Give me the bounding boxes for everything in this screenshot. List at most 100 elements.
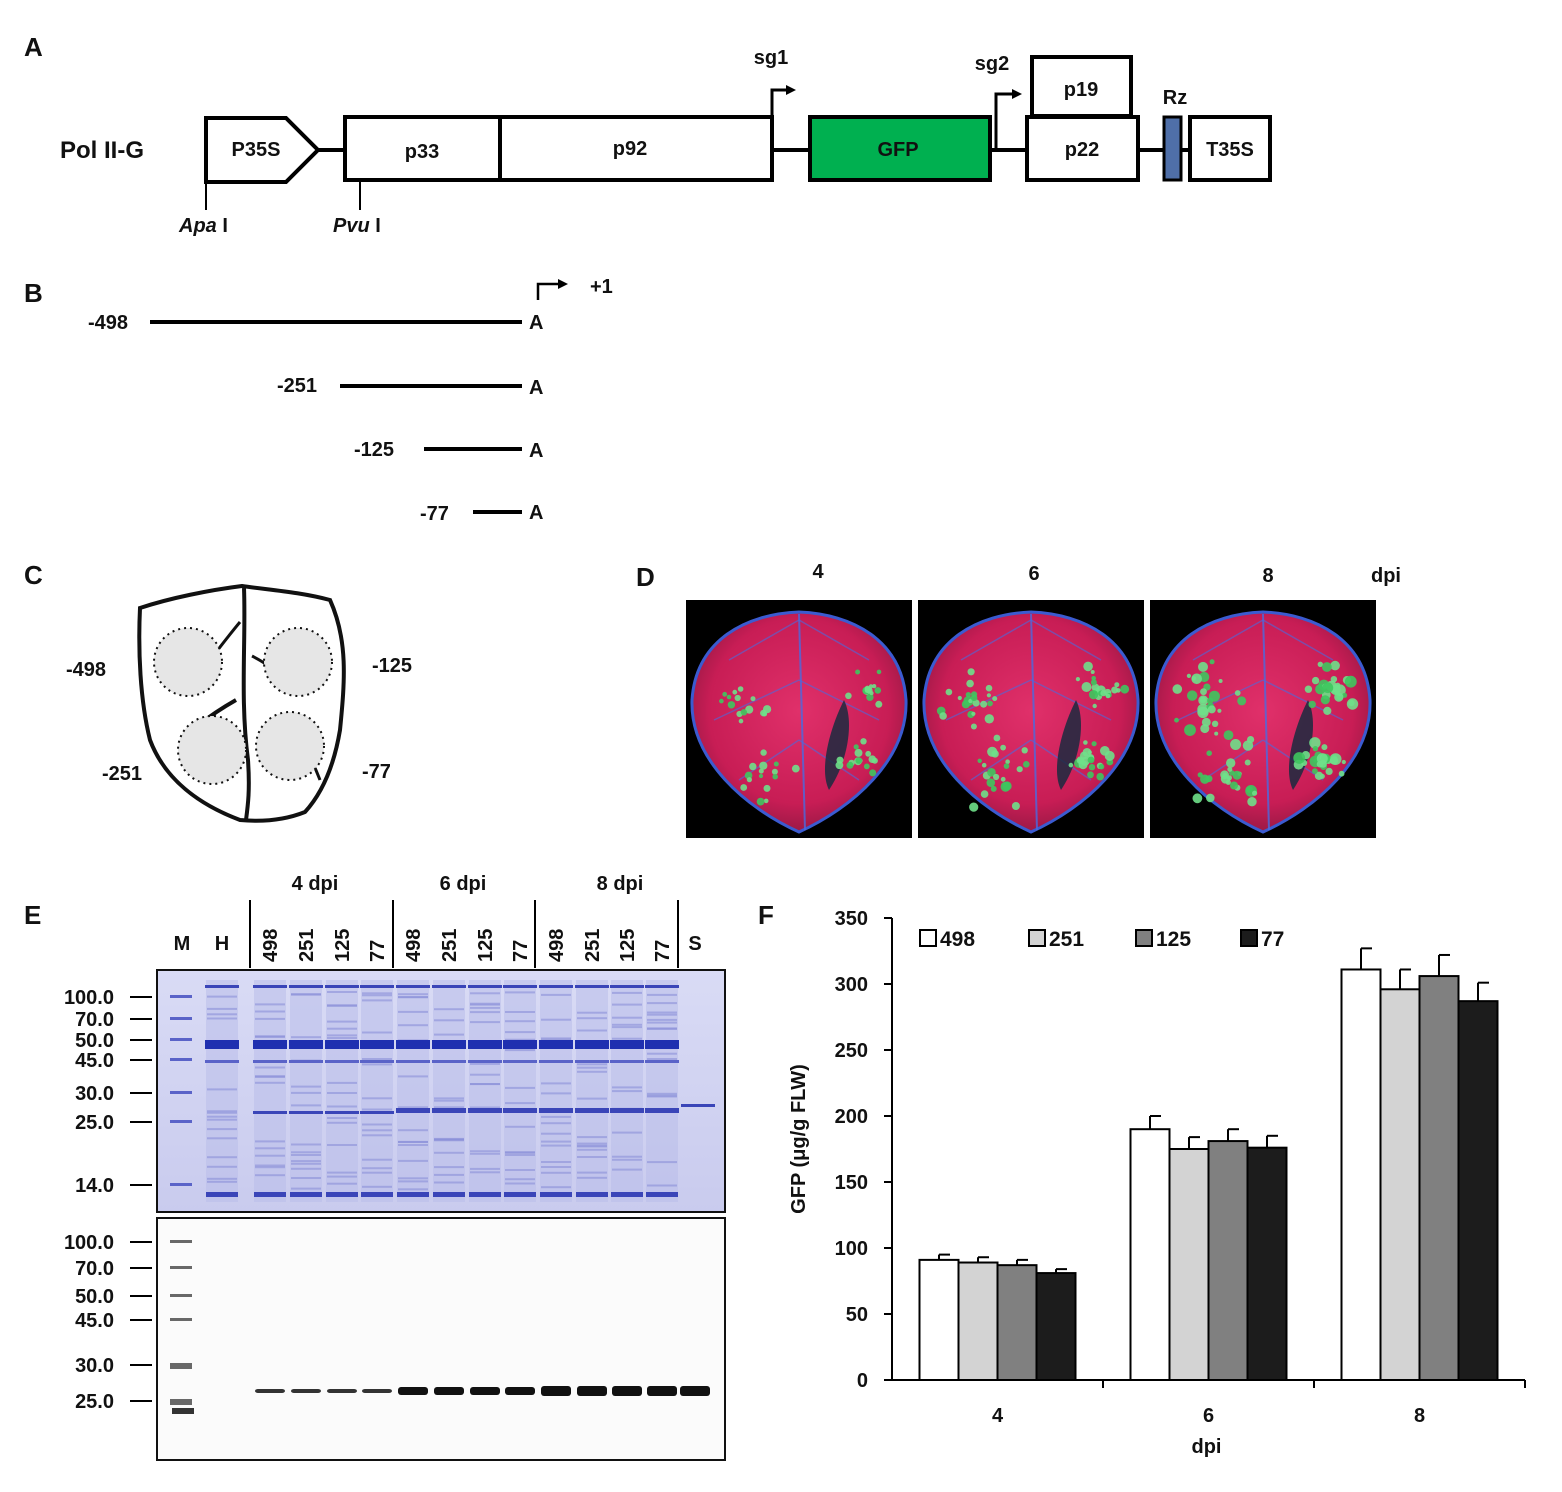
coomassie-gel: 100.070.050.045.0 30.0 25.0 14.0 xyxy=(64,969,726,1213)
panel-letter-c: C xyxy=(24,560,43,590)
blot-band xyxy=(470,1387,500,1395)
deletion-251: -251 A xyxy=(277,375,543,399)
promoter-label: sg2 xyxy=(975,53,1009,75)
deletion-label: -125 xyxy=(354,439,394,461)
legend-swatch xyxy=(1240,929,1258,947)
x-tick-label: 8 xyxy=(1414,1405,1425,1427)
gel-lane xyxy=(325,980,359,1202)
segment-label: p33 xyxy=(405,141,439,163)
legend-swatch xyxy=(919,929,937,947)
start-label: +1 xyxy=(590,276,613,298)
panel-letter-f: F xyxy=(758,900,774,930)
segment-label: P35S xyxy=(232,139,281,161)
marker-label: 70.0 xyxy=(75,1009,114,1031)
gel-lane xyxy=(575,980,609,1202)
x-tick-label: 4 xyxy=(992,1405,1004,1427)
marker-label: 50.0 xyxy=(75,1286,114,1308)
gel-lane xyxy=(610,980,644,1202)
panel-a: A Pol II-G P35S p33 p92 GFP p22 p19 xyxy=(24,32,1272,237)
marker-lane xyxy=(170,1240,194,1414)
deletion-end: A xyxy=(529,502,543,524)
segment-label: p19 xyxy=(1064,79,1098,101)
panel-e: E 4 dpi 6 dpi 8 dpi M H 498 251 125 77 498 251 1… xyxy=(24,873,726,1461)
lane-label: 498 xyxy=(546,929,568,962)
y-tick-label: 150 xyxy=(835,1172,868,1194)
panel-letter-d: D xyxy=(636,562,655,592)
blot-band xyxy=(398,1387,428,1395)
legend-item: 125 xyxy=(1135,928,1191,951)
marker-label: 45.0 xyxy=(75,1310,114,1332)
y-tick-label: 0 xyxy=(857,1370,868,1392)
marker-label: 30.0 xyxy=(75,1083,114,1105)
group-label: 6 dpi xyxy=(440,873,487,895)
leaf-photo xyxy=(686,600,912,838)
bar xyxy=(1379,988,1421,1382)
leaf-photo xyxy=(1150,600,1376,838)
marker-label: 25.0 xyxy=(75,1391,114,1413)
blot-band xyxy=(577,1386,607,1396)
marker-label: 25.0 xyxy=(75,1112,114,1134)
segment-label: GFP xyxy=(877,139,918,161)
blot-band xyxy=(647,1386,677,1396)
gel-lane xyxy=(645,980,679,1202)
gel-lane xyxy=(503,980,537,1202)
legend-label: 125 xyxy=(1156,928,1191,951)
legend-label: 251 xyxy=(1049,928,1084,951)
bar xyxy=(1418,975,1460,1382)
blot-band xyxy=(291,1389,321,1393)
infiltration-spot xyxy=(263,627,333,697)
lane-label: 77 xyxy=(652,940,674,962)
gel-lane xyxy=(289,980,323,1202)
promoter-sg1-arrow: sg1 xyxy=(754,47,796,130)
legend-label: 498 xyxy=(940,928,975,951)
segment-label: Rz xyxy=(1163,87,1187,109)
blot-band xyxy=(362,1389,392,1393)
marker-label: 45.0 xyxy=(75,1050,114,1072)
gel-lane xyxy=(253,980,287,1202)
gel-lane xyxy=(396,980,430,1202)
lane-label: M xyxy=(174,933,191,955)
marker-label: 100.0 xyxy=(64,1232,114,1254)
segment-p22: p22 xyxy=(1025,115,1140,182)
group-label: 4 dpi xyxy=(292,873,339,895)
lane-labels: M H 498 251 125 77 498 251 125 77 498 251 125 77 S xyxy=(174,929,702,962)
timepoint-label: 4 xyxy=(812,561,824,583)
marker-label: 100.0 xyxy=(64,987,114,1009)
bar xyxy=(1246,1146,1288,1382)
panel-b: B +1 -498 A -251 A -125 A -77 A xyxy=(24,276,613,525)
x-tick-label: 6 xyxy=(1203,1405,1214,1427)
lane-label: 251 xyxy=(439,929,461,962)
bar xyxy=(1168,1148,1210,1381)
bar xyxy=(918,1258,960,1382)
lane-label: S xyxy=(688,933,701,955)
gel-group-labels: 4 dpi 6 dpi 8 dpi xyxy=(292,873,644,895)
standard-band xyxy=(681,1104,715,1107)
deletion-end: A xyxy=(529,440,543,462)
blot-band xyxy=(327,1389,357,1393)
site-apai-label: Apa I xyxy=(178,215,228,237)
y-tick-label: 250 xyxy=(835,1040,868,1062)
gel-lane xyxy=(468,980,502,1202)
segment-p33: p33 xyxy=(343,115,502,182)
gel-lane xyxy=(432,980,466,1202)
bar xyxy=(1035,1272,1077,1381)
bar xyxy=(957,1261,999,1382)
panel-f: F 0 50 100 150 200 250 300 350 4 6 8 498 251 125 77 GFP… xyxy=(758,900,1526,1458)
segment-p92: p92 xyxy=(498,115,774,182)
marker-label: 70.0 xyxy=(75,1258,114,1280)
y-tick-label: 300 xyxy=(835,974,868,996)
y-axis-label: GFP (μg/g FLW) xyxy=(788,1064,810,1214)
panel-letter-b: B xyxy=(24,278,43,308)
leaf-midrib xyxy=(241,587,251,821)
site-pvui-label: Pvu I xyxy=(333,215,381,237)
timepoint-label: 6 xyxy=(1028,563,1039,585)
timepoint-label: 8 xyxy=(1262,565,1273,587)
legend-item: 498 xyxy=(919,928,975,951)
lane-label: 77 xyxy=(510,940,532,962)
bar xyxy=(1207,1140,1249,1381)
legend-label: 77 xyxy=(1261,928,1284,951)
segment-label: T35S xyxy=(1206,139,1254,161)
infiltration-spot xyxy=(177,715,247,785)
transcription-start-arrow xyxy=(536,279,568,300)
